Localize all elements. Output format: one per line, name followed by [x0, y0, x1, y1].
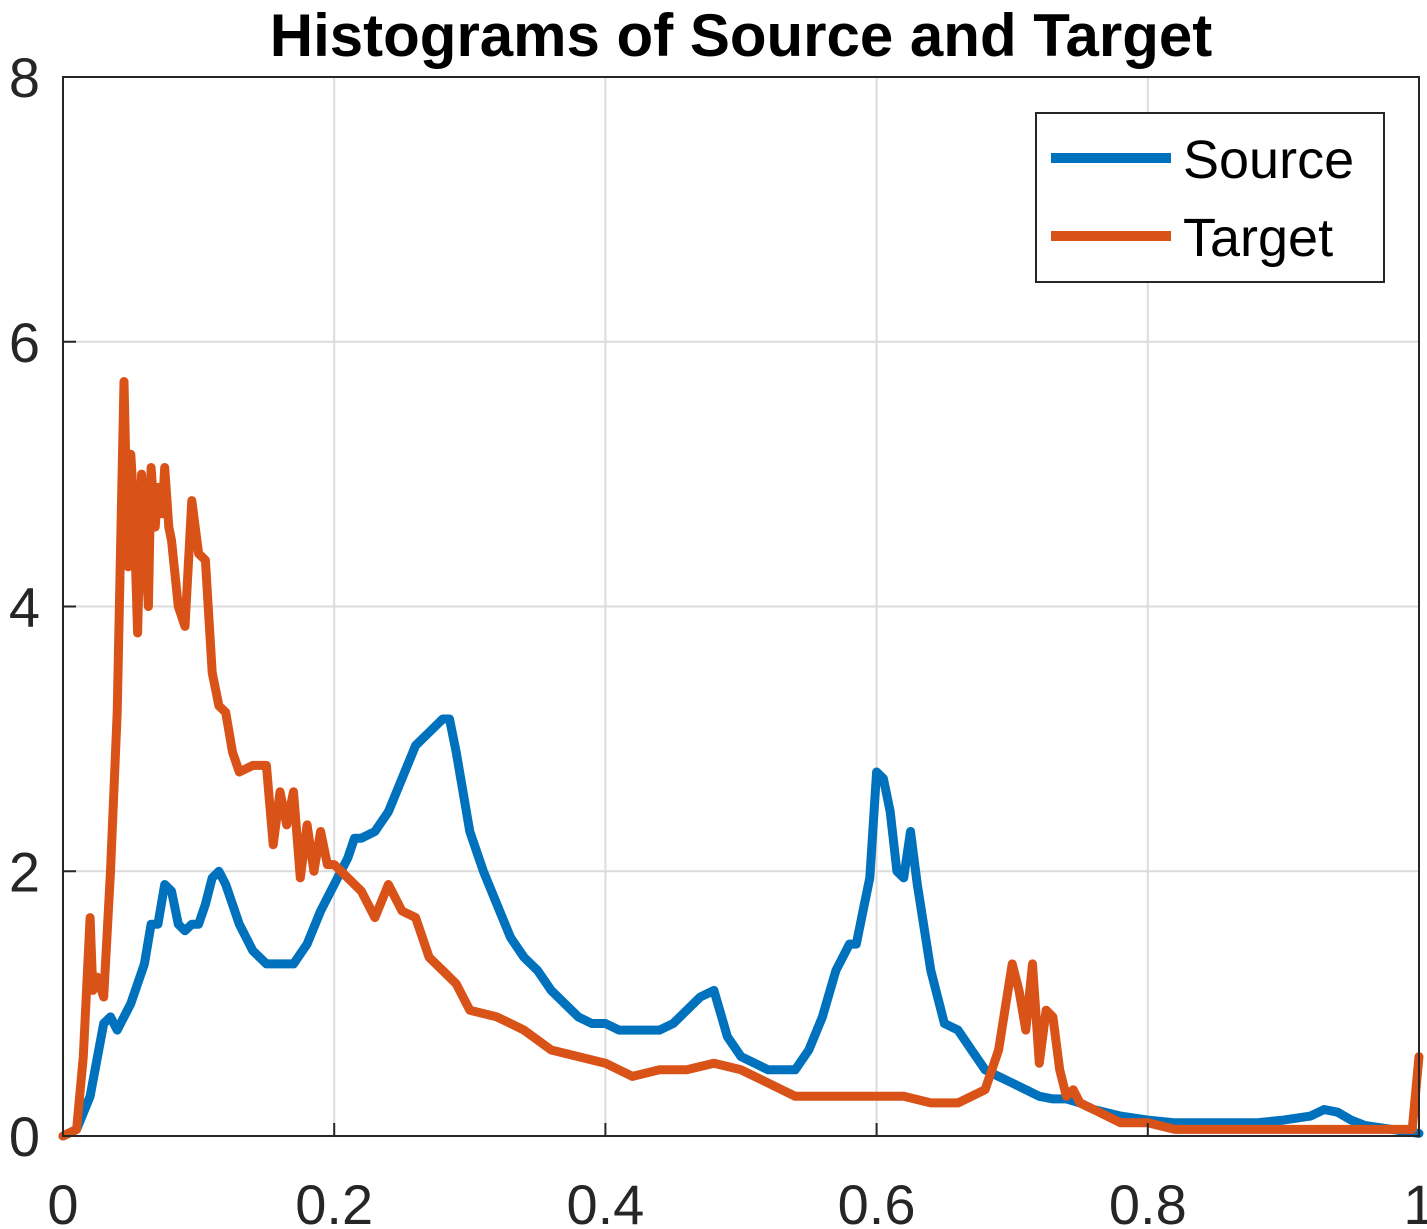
x-tick-label: 0.2	[295, 1173, 373, 1229]
legend: Source Target	[1035, 112, 1385, 283]
series-line-source	[58, 714, 1424, 1141]
y-tick-label: 0	[9, 1105, 40, 1168]
y-tick-label: 4	[9, 576, 40, 639]
y-tick-label: 2	[9, 840, 40, 903]
chart-title: Histograms of Source and Target	[270, 2, 1212, 69]
x-tick-label: 0	[47, 1173, 78, 1229]
y-tick-label: 6	[9, 311, 40, 374]
y-tick-label: 8	[9, 46, 40, 109]
x-tick-label: 0.8	[1109, 1173, 1187, 1229]
x-tick-label: 0.4	[566, 1173, 644, 1229]
series-lines	[58, 377, 1424, 1141]
series-line-target	[58, 377, 1424, 1141]
x-tick-label: 1	[1403, 1173, 1427, 1229]
x-tick-label: 0.6	[838, 1173, 916, 1229]
axis-ticks: 0 0.2 0.4 0.6 0.8 1 0 2 4 6 8	[9, 46, 1427, 1229]
legend-box	[1035, 112, 1385, 283]
legend-label-source: Source	[1183, 130, 1354, 190]
legend-label-target: Target	[1183, 208, 1333, 268]
